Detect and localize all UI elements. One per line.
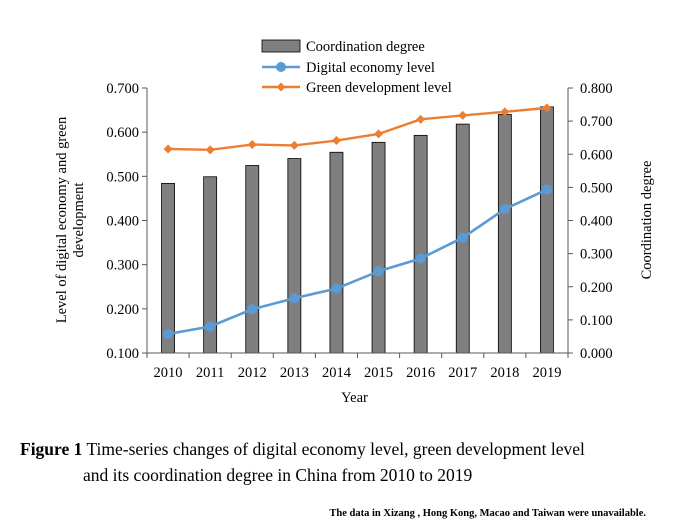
left-tick-label: 0.500	[106, 169, 139, 185]
line-series	[163, 103, 552, 340]
point-digital-2013	[289, 293, 300, 304]
right-axis-title: Coordination degree	[639, 161, 655, 280]
right-tick-label: 0.100	[580, 313, 613, 329]
right-tick-label: 0.800	[580, 81, 613, 97]
x-tick-label: 2011	[196, 365, 224, 381]
line-digital-economy	[167, 188, 548, 336]
x-tick-label: 2016	[406, 365, 435, 381]
bar-2014	[329, 151, 344, 354]
point-green-2012	[247, 140, 257, 150]
x-tick-label: 2017	[448, 365, 477, 381]
right-tick-label: 0.400	[580, 214, 613, 230]
x-tick-label: 2019	[532, 365, 561, 381]
x-tick-label: 2014	[322, 365, 352, 381]
figure-caption: Figure 1 Time-series changes of digital …	[20, 436, 660, 488]
legend-marker-green	[276, 82, 286, 92]
left-tick-label: 0.400	[106, 214, 139, 230]
point-green-2010	[163, 144, 173, 154]
point-digital-2019	[541, 184, 552, 195]
chart-legend: Coordination degree Digital economy level…	[261, 39, 452, 96]
bar-2013	[287, 158, 302, 354]
legend-label-coordination: Coordination degree	[306, 39, 425, 55]
left-tick-label: 0.100	[106, 346, 139, 362]
point-green-2011	[205, 145, 215, 155]
combo-chart: Coordination degree Digital economy level…	[54, 39, 655, 406]
right-tick-label: 0.500	[580, 180, 613, 196]
left-tick-label: 0.200	[106, 302, 139, 318]
left-tick-label: 0.700	[106, 81, 139, 97]
point-green-2017	[458, 110, 468, 120]
right-tick-label: 0.300	[580, 247, 613, 263]
left-axis-title-line-2: development	[71, 183, 87, 258]
right-tick-label: 0.000	[580, 346, 613, 362]
left-tick-label: 0.600	[106, 125, 139, 141]
bar-2010	[161, 182, 175, 354]
caption-label: Figure 1	[20, 439, 83, 459]
point-digital-2012	[247, 304, 258, 315]
bar-series-coordination	[161, 106, 554, 354]
x-tick-label: 2012	[238, 365, 267, 381]
x-axis-title: Year	[341, 390, 368, 406]
point-digital-2016	[415, 253, 426, 264]
point-digital-2017	[457, 232, 468, 243]
point-digital-2015	[373, 266, 384, 277]
bar-2012	[245, 165, 260, 354]
left-axis-title-line-1: Level of digital economy and green	[54, 116, 70, 323]
caption-line-2: and its coordination degree in China fro…	[83, 465, 473, 485]
legend-swatch-coordination	[261, 39, 301, 53]
x-tick-label: 2010	[154, 365, 183, 381]
point-digital-2014	[331, 283, 342, 294]
bar-2019	[540, 106, 554, 354]
bar-2018	[497, 114, 512, 354]
legend-label-digital: Digital economy level	[306, 60, 435, 76]
right-tick-label: 0.700	[580, 114, 613, 130]
bar-2015	[371, 141, 386, 354]
left-tick-label: 0.300	[106, 258, 139, 274]
x-tick-label: 2015	[364, 365, 393, 381]
point-green-2018	[500, 107, 510, 117]
point-digital-2018	[499, 204, 510, 215]
caption-line-1: Time-series changes of digital economy l…	[82, 439, 585, 459]
bar-2016	[413, 134, 428, 354]
point-digital-2011	[205, 321, 216, 332]
legend-marker-digital	[276, 62, 286, 72]
point-green-2019	[542, 103, 552, 113]
x-tick-label: 2013	[280, 365, 309, 381]
line-green-development	[168, 106, 548, 152]
point-green-2016	[416, 114, 426, 124]
data-note: The data in Xizang , Hong Kong, Macao an…	[329, 508, 646, 519]
point-green-2013	[289, 140, 299, 150]
point-green-2015	[374, 129, 384, 139]
x-tick-label: 2018	[490, 365, 519, 381]
left-axis-title: Level of digital economy and greendevelo…	[54, 116, 87, 323]
chart-axes: 0.100 0.200 0.300 0.400 0.500 0.600 0.700 0.000…	[54, 81, 655, 406]
point-digital-2010	[163, 329, 174, 340]
point-green-2014	[331, 136, 341, 146]
right-tick-label: 0.600	[580, 147, 613, 163]
legend-label-green: Green development level	[306, 80, 452, 96]
right-tick-label: 0.200	[580, 280, 613, 296]
